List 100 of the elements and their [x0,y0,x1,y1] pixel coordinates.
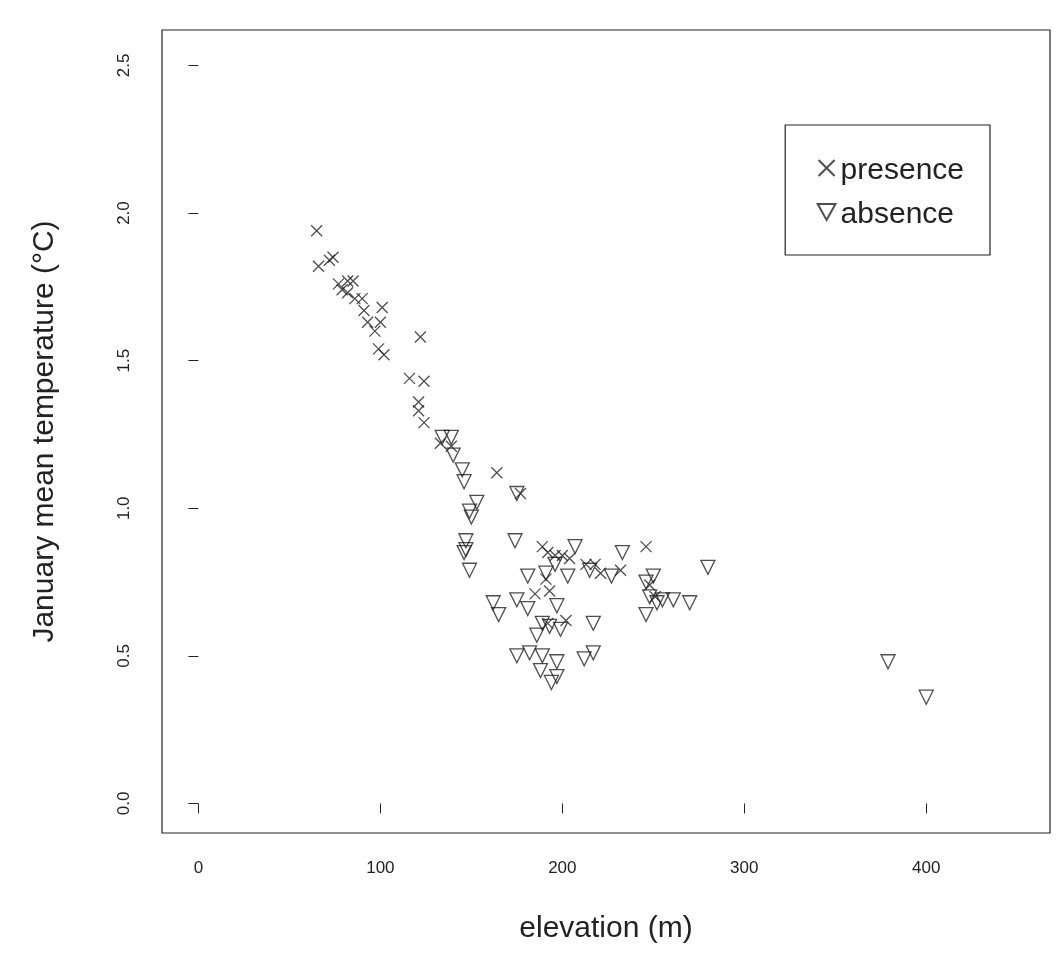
point [458,533,474,549]
point [585,645,601,661]
point [507,533,523,549]
point [541,618,558,634]
point [654,592,671,608]
y-tick-label: 2.5 [114,53,133,78]
point [534,648,550,664]
point [585,615,601,632]
legend-label: absence [840,195,955,229]
point [403,372,416,385]
x-tick-label: 100 [366,858,395,877]
point [532,662,549,679]
point [563,552,576,565]
point [576,651,592,667]
point [377,348,391,361]
point [543,584,556,598]
point [520,600,536,617]
point [549,668,565,685]
point [469,494,485,510]
point [368,324,382,338]
point [456,474,472,490]
point [454,462,470,478]
point [638,606,654,623]
point [549,654,565,670]
point [509,592,525,608]
point [463,509,479,525]
point [567,538,583,555]
point [614,564,627,577]
y-axis-title: January mean temperature (°C) [25,220,59,643]
point [538,565,554,581]
point [434,429,450,446]
point [700,559,716,575]
point [543,674,560,691]
point [490,466,503,479]
point [490,606,507,623]
point [445,440,458,453]
point [346,274,360,288]
point [547,556,563,572]
point [579,558,593,571]
point [417,375,431,388]
point [560,568,576,584]
point [414,330,427,344]
point [559,614,573,627]
point [323,254,336,267]
point [326,251,340,264]
y-tick-label: 0.5 [114,644,133,668]
point [434,437,447,450]
point [534,615,550,632]
point [918,689,934,705]
point [541,617,554,630]
point [539,572,553,586]
point [417,416,431,429]
x-tick-label: 300 [730,858,759,877]
legend-label: presence [840,151,965,185]
point [485,595,501,611]
point [461,503,478,519]
point [649,595,665,611]
point [376,301,389,314]
point [639,540,653,553]
point [312,260,325,273]
point [520,568,536,584]
point [521,645,538,661]
x-tick-label: 400 [912,858,941,877]
point [614,544,631,561]
y-tick-label: 2.0 [114,201,133,225]
point [361,316,374,329]
point [461,562,478,578]
x-tick-label: 200 [548,858,577,877]
point [536,540,549,553]
point [514,487,527,500]
point [880,654,896,670]
point [374,316,387,329]
point [594,567,607,580]
point [581,562,598,578]
y-tick-label: 1.0 [114,496,133,521]
point [348,292,362,305]
y-tick-label: 0.0 [114,791,133,816]
point [529,627,545,643]
point [638,574,654,590]
point [336,283,349,296]
point [372,342,385,355]
point [332,277,345,291]
point [552,621,569,637]
point [588,558,602,571]
point [445,447,461,463]
x-tick-label: 0 [193,858,204,877]
point [682,595,698,611]
point [443,429,459,446]
point [556,549,569,562]
point [603,568,620,584]
point [645,568,661,584]
point [541,546,554,559]
x-axis-title: elevation (m) [519,909,693,943]
point [549,598,565,614]
point [548,549,562,562]
point [528,587,542,601]
point [642,589,658,605]
point [509,485,525,502]
point [665,592,681,608]
point [509,648,525,664]
